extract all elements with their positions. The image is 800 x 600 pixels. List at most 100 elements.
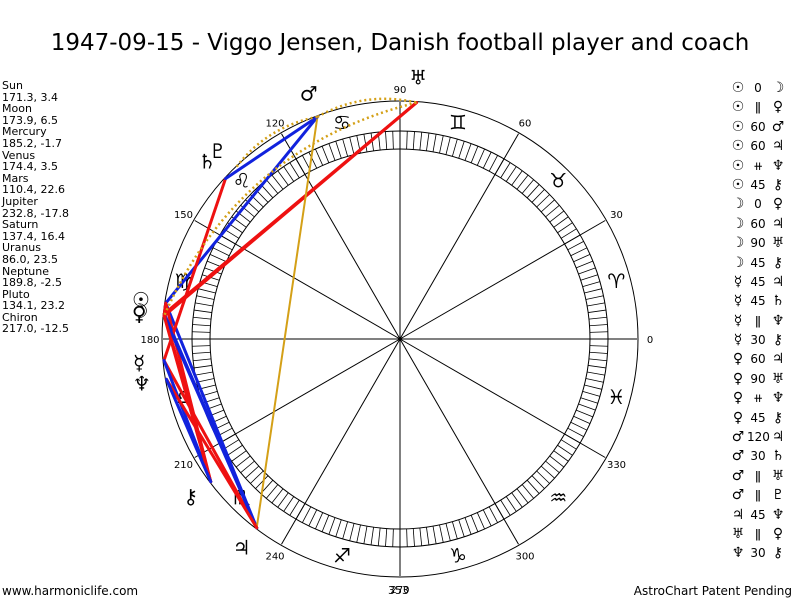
aspect-planet-1: ☉	[731, 157, 745, 174]
aspect-planet-2: ♀	[772, 196, 784, 213]
degree-tick	[464, 517, 472, 535]
degree-tick	[335, 141, 342, 159]
degree-tick	[526, 479, 540, 494]
degree-tick	[482, 151, 492, 169]
aspect-planet-2: ♃	[771, 351, 785, 368]
aspect-type: 60	[750, 119, 766, 134]
aspect-planet-1: ♆	[731, 545, 745, 562]
zodiac-sign-icon: ♈	[607, 269, 625, 293]
degree-tick	[578, 403, 596, 411]
aspect-planet-2: ♃	[771, 138, 785, 155]
planet-name: Neptune	[2, 264, 50, 278]
aspect-type: ⧺	[752, 391, 764, 406]
planet-values: 189.8, -2.5	[2, 276, 62, 290]
planet-glyph-icon: ☿	[133, 351, 145, 375]
degree-tick	[265, 484, 279, 499]
planet-values: 217.0, -12.5	[2, 322, 69, 336]
aspect-row: ☉ 0 ☽	[729, 79, 799, 98]
aspect-line	[162, 314, 259, 530]
degree-tick	[377, 527, 381, 546]
degree-label: 180	[140, 335, 159, 346]
degree-label: 210	[174, 460, 193, 471]
aspect-planet-2: ⚷	[772, 176, 784, 193]
aspect-planet-1: ☿	[733, 332, 743, 349]
aspect-planet-2: ⚷	[772, 409, 784, 426]
degree-tick	[198, 288, 216, 294]
degree-tick	[560, 228, 577, 239]
degree-tick	[283, 496, 295, 512]
degree-label: 60	[519, 118, 532, 129]
aspect-planet-2: ⚷	[772, 545, 784, 562]
degree-tick	[521, 179, 535, 194]
aspect-planet-1: ☉	[731, 80, 745, 96]
aspect-planet-1: ♀	[732, 409, 744, 426]
degree-tick	[584, 384, 602, 390]
planet-glyph-icon: ♄	[198, 150, 216, 174]
degree-tick	[587, 302, 605, 307]
degree-tick	[308, 509, 318, 527]
planet-name: Venus	[2, 148, 36, 162]
degree-tick	[573, 415, 591, 424]
degree-tick	[335, 519, 342, 537]
degree-tick	[227, 444, 243, 456]
aspect-type: 45	[750, 507, 766, 522]
zodiac-sign-icon: ♊	[449, 111, 467, 135]
degree-tick	[536, 470, 550, 484]
degree-tick	[321, 145, 330, 163]
planet-glyph-icon: ☽	[131, 299, 149, 323]
aspect-planet-2: ⚷	[772, 332, 784, 349]
aspect-planet-1: ♂	[731, 448, 745, 465]
degree-tick	[363, 526, 368, 544]
spoke-line	[194, 338, 401, 458]
aspect-planet-1: ♂	[731, 467, 745, 484]
degree-tick	[250, 470, 264, 484]
degree-tick	[419, 132, 423, 151]
degree-tick	[540, 199, 555, 213]
aspect-planet-1: ☿	[733, 273, 743, 290]
degree-tick	[432, 134, 437, 152]
aspect-type: 60	[750, 139, 766, 154]
degree-tick	[349, 523, 355, 541]
footer-number: 353	[388, 584, 409, 597]
aspect-planet-2: ♀	[772, 525, 784, 542]
degree-tick	[308, 151, 318, 169]
degree-tick	[531, 189, 545, 203]
degree-tick	[439, 524, 444, 543]
aspect-line	[162, 177, 228, 362]
degree-tick	[570, 247, 588, 257]
aspect-row: ☉ ǁ ♀	[729, 98, 799, 117]
spoke-line	[399, 338, 519, 545]
degree-tick	[260, 184, 274, 199]
degree-tick	[445, 137, 451, 155]
aspect-planet-2: ♃	[771, 273, 785, 290]
degree-tick	[245, 465, 260, 479]
aspect-planet-2: ♆	[771, 157, 785, 174]
degree-tick	[570, 421, 588, 431]
aspect-row: ☿ 45 ♃	[729, 273, 799, 292]
aspect-row: ☿ ǁ ♆	[729, 312, 799, 331]
degree-tick	[576, 409, 594, 418]
planet-glyph-icon: ♅	[409, 66, 427, 90]
aspect-row: ♂ ǁ ♇	[729, 486, 799, 505]
aspect-lines	[162, 97, 419, 530]
degree-tick	[557, 444, 573, 456]
degree-tick	[328, 517, 336, 535]
planet-name: Sun	[2, 79, 23, 92]
degree-tick	[584, 288, 602, 294]
degree-tick	[196, 295, 215, 300]
aspect-line	[162, 101, 419, 318]
degree-tick	[277, 492, 289, 508]
degree-tick	[289, 499, 300, 516]
degree-tick	[589, 331, 608, 333]
parallel-arc	[162, 101, 417, 317]
degree-tick	[209, 254, 227, 263]
degree-tick	[342, 138, 349, 157]
zodiac-sign-icon: ♓	[607, 385, 625, 409]
degree-tick	[315, 512, 324, 530]
degree-tick	[578, 267, 596, 275]
aspect-planet-1: ☿	[733, 293, 743, 310]
aspect-type: 45	[750, 294, 766, 309]
zodiac-sign-icon: ♌	[233, 169, 251, 193]
degree-tick	[516, 174, 529, 190]
